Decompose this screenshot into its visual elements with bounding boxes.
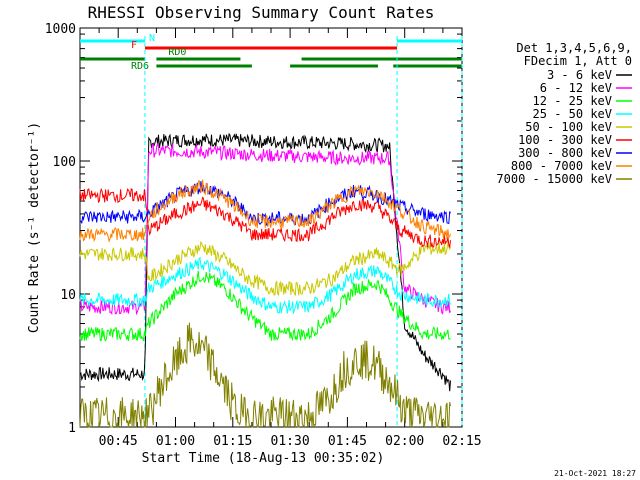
y-tick-label: 10 [60,288,76,303]
x-tick-label: 01:00 [156,434,195,449]
x-tick-label: 00:45 [99,434,138,449]
y-tick-label: 100 [53,155,76,170]
legend-label: 7000 - 15000 keV [496,172,612,186]
flag-label-f: F [131,40,137,51]
series-line-6 [79,181,451,227]
legend-label: 300 - 800 keV [518,146,612,160]
x-axis-label: Start Time (18-Aug-13 00:35:02) [142,451,385,466]
series-line-8 [79,322,451,429]
labels: 1 10 100 1000 00:45 01:00 01:15 01:30 01:45 02:00… [27,3,636,478]
x-tick-label: 02:15 [442,434,481,449]
legend-label: 3 - 6 keV [547,68,612,82]
x-tick-label: 01:30 [271,434,310,449]
flag-label-rd6: RD6 [131,61,149,72]
legend-label: 6 - 12 keV [540,81,612,95]
series-line-4 [79,240,451,297]
legend-header: Det 1,3,4,5,6,9, [516,41,632,55]
y-tick-label: 1 [68,421,76,436]
series-line-5 [79,187,451,249]
flag-label-rd0: RD0 [168,47,186,58]
legend-header: FDecim 1, Att 0 [524,54,632,68]
y-tick-label: 1000 [45,22,76,37]
x-tick-label: 02:00 [385,434,424,449]
legend-label: 50 - 100 keV [525,120,612,134]
legend-label: 800 - 7000 keV [511,159,612,173]
legend: Det 1,3,4,5,6,9,FDecim 1, Att 03 - 6 keV… [496,41,632,186]
x-tick-label: 01:45 [328,434,367,449]
flag-label-n: N [149,33,155,44]
x-tick-label: 01:15 [213,434,252,449]
series-line-7 [79,179,451,243]
chart-title: RHESSI Observing Summary Count Rates [88,3,435,22]
series-line-0 [79,132,451,392]
series-line-3 [79,256,451,314]
legend-label: 100 - 300 keV [518,133,612,147]
legend-label: 25 - 50 keV [533,107,612,121]
timestamp-stamp: 21-Oct-2021 18:27 [554,469,636,478]
series-line-2 [79,270,451,342]
legend-label: 12 - 25 keV [533,94,612,108]
y-axis-label: Count Rate (s⁻¹ detector⁻¹) [27,122,42,333]
series-group [79,132,451,429]
